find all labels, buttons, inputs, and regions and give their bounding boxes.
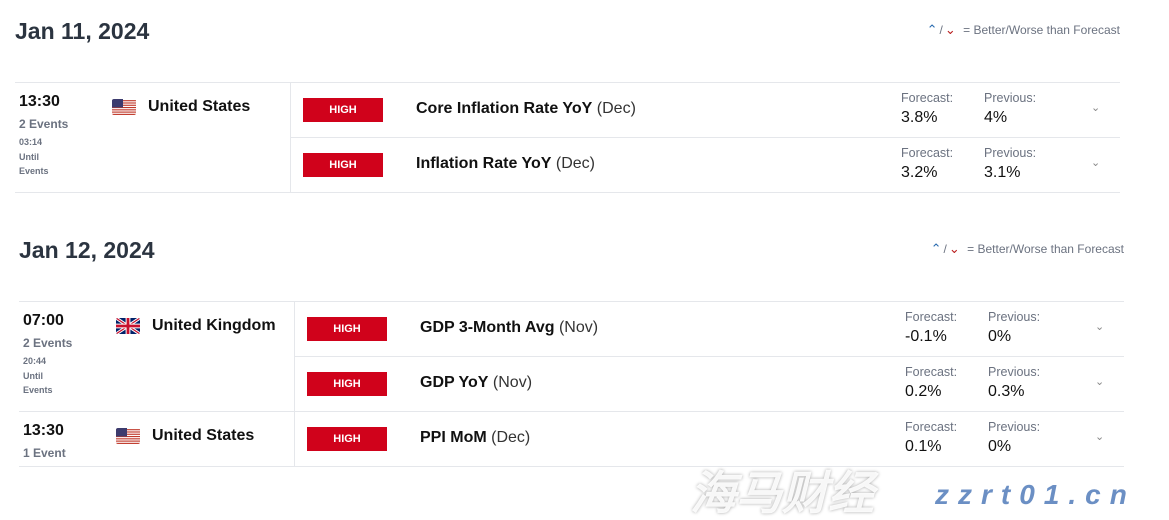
- event-name[interactable]: PPI MoM (Dec): [420, 429, 530, 447]
- previous-value: 3.1%: [984, 164, 1021, 181]
- event-period: (Nov): [558, 319, 599, 336]
- better-than-forecast-icon: ⌃: [930, 241, 942, 256]
- country-name: United Kingdom: [152, 317, 276, 334]
- countdown-label: Events: [19, 166, 49, 176]
- event-period: (Dec): [555, 155, 595, 172]
- us-flag-icon: [112, 99, 136, 115]
- countdown-label: Events: [23, 385, 53, 395]
- worse-than-forecast-icon: ⌄: [948, 241, 960, 256]
- country-name: United States: [148, 98, 251, 115]
- event-count: 2 Events: [23, 336, 73, 350]
- event-name[interactable]: Inflation Rate YoY (Dec): [416, 155, 595, 173]
- countdown: 03:14 Until Events: [19, 135, 49, 179]
- forecast: Forecast: 0.1%: [905, 420, 957, 456]
- event-name[interactable]: GDP YoY (Nov): [420, 374, 532, 392]
- countdown: 20:44 Until Events: [23, 354, 53, 398]
- event-time: 07:00: [23, 312, 64, 329]
- event-title: GDP 3-Month Avg: [420, 319, 555, 336]
- event-name[interactable]: GDP 3-Month Avg (Nov): [420, 319, 598, 337]
- event-title: PPI MoM: [420, 429, 487, 446]
- previous-value: 0%: [988, 328, 1012, 345]
- chevron-down-icon[interactable]: ⌄: [1095, 321, 1105, 333]
- forecast-value: 3.2%: [901, 164, 938, 181]
- day-date: Jan 11, 2024: [15, 18, 150, 44]
- previous: Previous: 0%: [988, 310, 1040, 346]
- us-flag-icon: [116, 428, 140, 444]
- forecast-legend: ⌃ / ⌄ = Better/Worse than Forecast: [927, 22, 1120, 38]
- forecast-value: 0.2%: [905, 383, 942, 400]
- previous: Previous: 4%: [984, 91, 1036, 127]
- event-title: Inflation Rate YoY: [416, 155, 552, 172]
- events-table: 07:00 2 Events 20:44 Until Events United K…: [19, 301, 1124, 467]
- forecast-label: Forecast:: [905, 420, 958, 434]
- forecast: Forecast: 3.2%: [901, 146, 953, 182]
- chevron-down-icon[interactable]: ⌄: [1095, 431, 1105, 443]
- country-name: United States: [152, 427, 255, 444]
- event-title: GDP YoY: [420, 374, 489, 391]
- countdown-time: 20:44: [23, 356, 47, 366]
- event-name[interactable]: Core Inflation Rate YoY (Dec): [416, 100, 636, 118]
- country-time-group: 07:00 2 Events 20:44 Until Events United K…: [19, 302, 1124, 412]
- legend-sep: /: [943, 242, 947, 256]
- event-count: 1 Event: [23, 446, 66, 460]
- countdown-label: Until: [23, 370, 43, 381]
- forecast-label: Forecast:: [905, 310, 958, 324]
- forecast-legend: ⌃ / ⌄ = Better/Worse than Forecast: [931, 241, 1124, 257]
- countdown-time: 03:14: [19, 137, 43, 147]
- event-row[interactable]: HIGH Inflation Rate YoY (Dec) Forecast: 3…: [291, 138, 1120, 192]
- legend-sep: /: [939, 23, 943, 37]
- event-row[interactable]: HIGH GDP 3-Month Avg (Nov) Forecast: -0.1…: [295, 302, 1124, 357]
- forecast: Forecast: 0.2%: [905, 365, 957, 401]
- importance-badge: HIGH: [303, 153, 383, 177]
- previous-value: 0%: [988, 438, 1012, 455]
- event-title: Core Inflation Rate YoY: [416, 100, 593, 117]
- worse-than-forecast-icon: ⌄: [944, 22, 956, 37]
- previous-label: Previous:: [988, 365, 1041, 379]
- event-row[interactable]: HIGH Core Inflation Rate YoY (Dec) Forec…: [291, 83, 1120, 138]
- importance-badge: HIGH: [307, 427, 387, 451]
- forecast-value: 0.1%: [905, 438, 942, 455]
- country-time-group: 13:30 1 Event United States HIGH PPI MoM…: [19, 412, 1124, 467]
- watermark-url: zzrt01.cn: [935, 479, 1136, 510]
- watermark-logo: 海马财经: [690, 467, 874, 519]
- day-date: Jan 12, 2024: [19, 237, 155, 263]
- previous-label: Previous:: [988, 310, 1041, 324]
- better-than-forecast-icon: ⌃: [926, 22, 938, 37]
- previous: Previous: 0.3%: [988, 365, 1040, 401]
- chevron-down-icon[interactable]: ⌄: [1091, 102, 1101, 114]
- previous-label: Previous:: [988, 420, 1041, 434]
- legend-text: = Better/Worse than Forecast: [963, 23, 1120, 37]
- previous-value: 4%: [984, 109, 1008, 126]
- event-time: 13:30: [23, 422, 64, 439]
- chevron-down-icon[interactable]: ⌄: [1091, 157, 1101, 169]
- countdown-label: Until: [19, 151, 39, 162]
- forecast-label: Forecast:: [901, 91, 954, 105]
- event-time: 13:30: [19, 93, 60, 110]
- event-row[interactable]: HIGH GDP YoY (Nov) Forecast: 0.2% Previou…: [295, 357, 1124, 411]
- previous: Previous: 0%: [988, 420, 1040, 456]
- event-count: 2 Events: [19, 117, 69, 131]
- uk-flag-icon: [116, 318, 140, 334]
- forecast: Forecast: -0.1%: [905, 310, 957, 346]
- importance-badge: HIGH: [307, 372, 387, 396]
- event-period: (Dec): [491, 429, 531, 446]
- previous-label: Previous:: [984, 91, 1037, 105]
- forecast-value: -0.1%: [905, 328, 947, 345]
- event-period: (Dec): [596, 100, 636, 117]
- forecast-value: 3.8%: [901, 109, 938, 126]
- importance-badge: HIGH: [303, 98, 383, 122]
- events-table: 13:30 2 Events 03:14 Until Events United S…: [15, 82, 1120, 193]
- previous-label: Previous:: [984, 146, 1037, 160]
- event-period: (Nov): [492, 374, 533, 391]
- legend-text: = Better/Worse than Forecast: [967, 242, 1124, 256]
- importance-badge: HIGH: [307, 317, 387, 341]
- chevron-down-icon[interactable]: ⌄: [1095, 376, 1105, 388]
- country-time-group: 13:30 2 Events 03:14 Until Events United S…: [15, 83, 1120, 193]
- previous-value: 0.3%: [988, 383, 1025, 400]
- forecast-label: Forecast:: [905, 365, 958, 379]
- previous: Previous: 3.1%: [984, 146, 1036, 182]
- forecast-label: Forecast:: [901, 146, 954, 160]
- event-row[interactable]: HIGH PPI MoM (Dec) Forecast: 0.1% Previou…: [295, 412, 1124, 466]
- forecast: Forecast: 3.8%: [901, 91, 953, 127]
